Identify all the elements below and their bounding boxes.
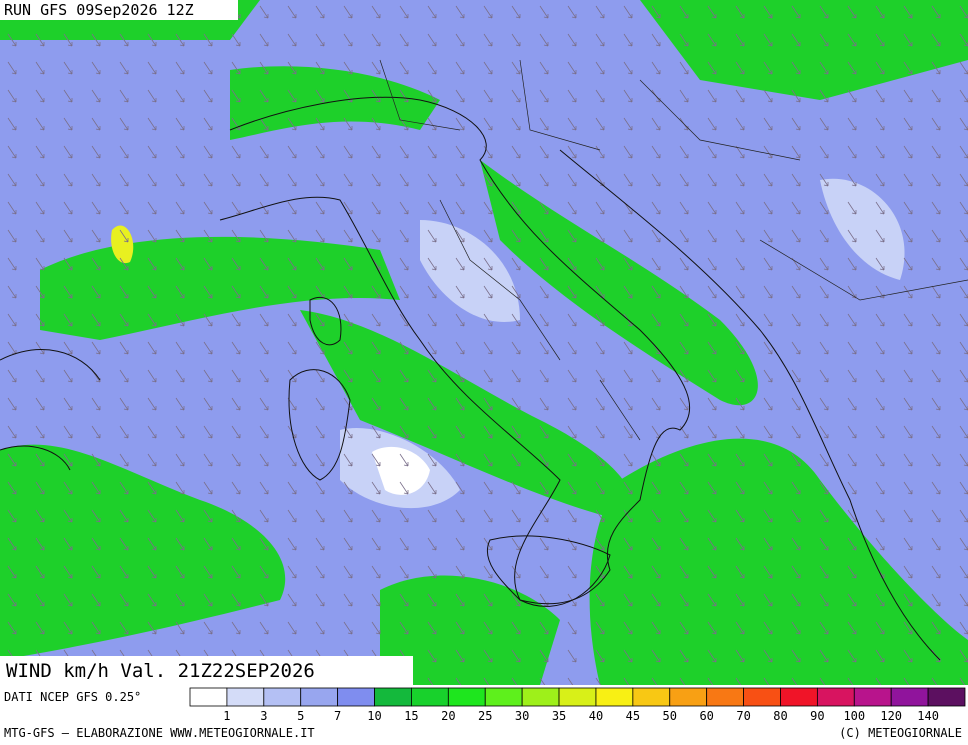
field-box (0, 656, 413, 685)
scale-label: 50 (663, 709, 677, 723)
scale-swatch (927, 687, 966, 707)
run-label: RUN GFS 09Sep2026 12Z (4, 1, 194, 19)
footer-right: (C) METEOGIORNALE (839, 726, 962, 740)
color-scale: 1 3 5 7 10 15 20 25 30 35 40 45 50 60 70 80 90 100 120 140 (189, 687, 966, 723)
source-label: DATI NCEP GFS 0.25° (4, 690, 141, 704)
wind-arrows (0, 0, 968, 685)
scale-swatch (300, 687, 339, 707)
scale-swatch (890, 687, 929, 707)
scale-swatch (780, 687, 818, 707)
scale-label: 70 (736, 709, 750, 723)
scale-swatch (447, 687, 486, 707)
borders (379, 59, 968, 441)
scale-label: 140 (917, 709, 939, 723)
scale-swatch (816, 687, 855, 707)
scale-swatch (558, 687, 597, 707)
scale-label: 25 (478, 709, 492, 723)
scale-label: 7 (334, 709, 341, 723)
scale-swatch (743, 687, 781, 707)
scale-label: 1 (223, 709, 230, 723)
scale-swatch (189, 687, 228, 707)
scale-swatch (263, 687, 302, 707)
coastlines (0, 96, 941, 661)
scale-label: 5 (297, 709, 304, 723)
scale-label: 90 (810, 709, 824, 723)
scale-label: 20 (441, 709, 455, 723)
scale-swatch (374, 687, 412, 707)
scale-label: 100 (843, 709, 865, 723)
scale-swatch (853, 687, 892, 707)
scale-swatch (595, 687, 634, 707)
scale-label: 80 (773, 709, 787, 723)
scale-label: 10 (367, 709, 381, 723)
footer-left: MTG-GFS — ELABORAZIONE WWW.METEOGIORNALE… (4, 726, 315, 740)
scale-label: 35 (552, 709, 566, 723)
scale-swatch (706, 687, 744, 707)
map (0, 0, 968, 685)
scale-label: 60 (699, 709, 713, 723)
scale-label: 3 (260, 709, 267, 723)
scale-label: 15 (404, 709, 418, 723)
scale-swatch (226, 687, 265, 707)
scale-swatch (669, 687, 708, 707)
scale-swatch (411, 687, 449, 707)
run-box (0, 0, 238, 20)
scale-swatch (521, 687, 560, 707)
field-label: WIND km/h Val. 21Z22SEP2026 (6, 660, 315, 682)
scale-swatch (337, 687, 375, 707)
scale-swatch (632, 687, 671, 707)
scale-label: 40 (589, 709, 603, 723)
scale-swatch (484, 687, 523, 707)
scale-label: 45 (626, 709, 640, 723)
scale-label: 30 (515, 709, 529, 723)
scale-label: 120 (880, 709, 902, 723)
